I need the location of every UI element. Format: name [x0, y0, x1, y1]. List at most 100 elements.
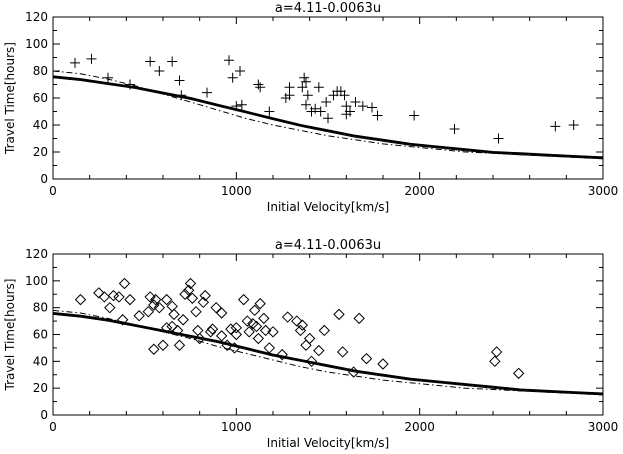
data-point-diamond [281, 311, 294, 323]
data-point-diamond [171, 324, 184, 337]
data-point-diamond [225, 323, 237, 335]
data-point-diamond [190, 305, 202, 318]
x-axis-label: Initial Velocity[km/s] [267, 200, 389, 214]
data-point-diamond [300, 339, 312, 351]
data-point-diamond [294, 324, 307, 337]
data-point-diamond [512, 367, 525, 380]
data-point-plus [409, 110, 420, 121]
data-point-diamond [184, 277, 197, 290]
data-point-diamond [490, 346, 503, 358]
data-point-plus [264, 106, 275, 117]
data-point-diamond [336, 346, 349, 358]
data-point-diamond [252, 332, 265, 345]
data-point-diamond [173, 339, 186, 351]
data-point-plus [339, 90, 350, 101]
y-tick-label: 120 [25, 247, 48, 261]
data-point-plus [231, 101, 242, 112]
data-point-diamond [148, 343, 160, 355]
data-point-plus [315, 106, 326, 117]
data-point-plus [103, 72, 113, 83]
data-point-diamond [197, 296, 210, 309]
x-tick-label: 0 [49, 184, 57, 198]
data-point-diamond [142, 305, 155, 318]
data-point-plus [297, 82, 308, 93]
data-point-diamond [489, 355, 501, 368]
x-tick-label: 1000 [221, 420, 252, 434]
data-point-diamond [259, 324, 272, 337]
x-tick-label: 2000 [404, 420, 435, 434]
model-curve-dash-dot [52, 309, 604, 396]
data-point-plus [253, 79, 264, 90]
data-point-plus [125, 79, 135, 90]
data-point-plus [299, 72, 310, 83]
data-point-diamond [113, 291, 125, 303]
y-tick-label: 100 [25, 37, 48, 51]
data-point-diamond [210, 301, 222, 314]
data-point-diamond [313, 344, 325, 357]
model-curve-solid-thin [52, 313, 604, 396]
y-tick-label: 100 [25, 274, 48, 288]
data-point-plus [301, 76, 311, 87]
data-point-diamond [248, 304, 261, 317]
y-tick-label: 20 [33, 381, 48, 395]
y-tick-label: 40 [33, 118, 48, 132]
data-point-diamond [243, 326, 255, 338]
data-point-plus [235, 66, 245, 76]
data-point-diamond [296, 319, 309, 331]
data-point-plus [301, 99, 311, 110]
chart-title: a=4.11-0.0063u [275, 1, 381, 16]
data-point-diamond [204, 326, 217, 338]
data-point-diamond [347, 366, 360, 378]
data-point-diamond [166, 320, 178, 333]
data-point-diamond [303, 332, 316, 345]
x-tick-label: 2000 [404, 184, 435, 198]
data-point-diamond [179, 288, 191, 300]
data-point-diamond [153, 301, 166, 314]
data-point-diamond [157, 339, 169, 351]
data-point-plus [70, 57, 80, 68]
data-point-diamond [160, 293, 173, 306]
data-point-diamond [228, 342, 241, 354]
data-point-diamond [116, 314, 129, 326]
data-point-diamond [168, 308, 180, 321]
data-point-diamond [360, 352, 373, 365]
data-point-diamond [230, 322, 243, 334]
x-tick-label: 0 [49, 420, 57, 434]
data-point-diamond [333, 308, 345, 321]
data-point-diamond [177, 314, 189, 326]
chart-panel-2: a=4.11-0.0063u 0 1000 2000 3000 0 20 40 60 80 100 1… [3, 238, 618, 450]
x-tick-label: 1000 [221, 184, 252, 198]
data-point-plus [321, 97, 332, 108]
x-axis-label: Initial Velocity[km/s] [267, 436, 389, 450]
data-point-diamond [221, 339, 233, 351]
data-point-diamond [267, 326, 279, 338]
y-tick-label: 80 [33, 64, 48, 78]
data-point-diamond [74, 293, 87, 306]
data-point-diamond [149, 293, 162, 306]
y-axis-label: Travel Time[hours] [3, 42, 17, 155]
y-tick-label: 120 [25, 10, 48, 24]
data-point-diamond [291, 315, 303, 327]
data-point-plus [357, 101, 368, 112]
data-point-diamond [107, 289, 120, 302]
data-point-plus [323, 113, 333, 124]
chart-panel-1: a=4.11-0.0063u 0 1000 2000 3000 0 20 40 60 80 100 1… [3, 1, 618, 214]
y-tick-label: 0 [40, 408, 48, 422]
data-point-diamond [258, 312, 270, 325]
data-point-plus [550, 121, 561, 132]
data-point-diamond [104, 301, 116, 314]
data-point-diamond [160, 322, 173, 334]
data-point-diamond [206, 323, 219, 335]
y-tick-label: 0 [40, 172, 48, 186]
data-point-diamond [144, 291, 156, 303]
y-tick-label: 60 [33, 328, 48, 342]
data-point-diamond [241, 315, 254, 327]
data-point-plus [145, 56, 156, 67]
data-point-plus [313, 82, 324, 93]
data-point-diamond [250, 320, 263, 333]
data-point-diamond [377, 358, 389, 370]
model-curve-solid-thick [52, 312, 604, 395]
data-point-diamond [305, 355, 318, 368]
x-tick-label: 3000 [588, 420, 619, 434]
y-tick-label: 80 [33, 301, 48, 315]
